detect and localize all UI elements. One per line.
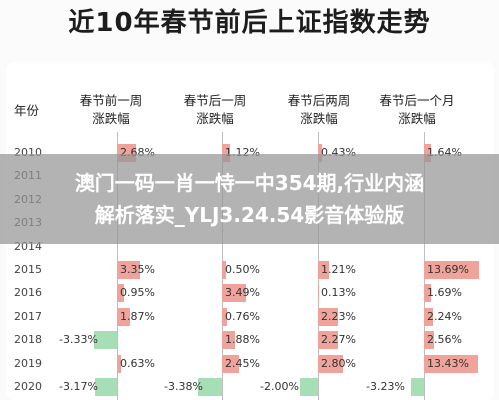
column-header-post-1m: 春节后一个月 涨跌幅 xyxy=(362,92,472,128)
value-bar xyxy=(318,144,322,162)
value-bar xyxy=(222,354,240,373)
value-label: 0.50% xyxy=(225,263,260,276)
value-label: -3.38% xyxy=(164,380,203,393)
value-label: 0.76% xyxy=(225,309,260,323)
column-header-line1: 春节后一个月 xyxy=(379,93,455,108)
value-bar xyxy=(117,261,141,279)
value-label: 0.63% xyxy=(120,356,155,370)
column-header-line2: 涨跌幅 xyxy=(92,111,130,126)
value-label: 1.21% xyxy=(321,263,356,276)
column-header-line1: 春节后一周 xyxy=(183,93,247,108)
column-header-line2: 涨跌幅 xyxy=(300,111,338,126)
watermark-overlay: 澳门一码一肖一恃一中354期,行业内涵 解析落实_YLJ3.24.54影音体验版 xyxy=(0,154,499,244)
value-label: 13.43% xyxy=(427,356,469,370)
value-bar xyxy=(318,331,339,350)
value-label: -3.23% xyxy=(366,380,405,393)
value-bar xyxy=(300,378,318,396)
value-label: 2.24% xyxy=(427,309,462,323)
value-bar xyxy=(424,144,431,162)
value-label: 1.69% xyxy=(427,286,462,300)
value-label: 2.27% xyxy=(321,333,356,347)
value-label: -3.33% xyxy=(59,333,98,347)
value-label: -3.17% xyxy=(59,380,98,393)
value-bar xyxy=(318,307,339,326)
value-bar xyxy=(93,331,117,350)
year-label: 2015 xyxy=(14,263,42,276)
year-label: 2019 xyxy=(14,356,42,370)
year-label: 2016 xyxy=(14,286,42,300)
value-label: 0.13% xyxy=(321,286,356,300)
column-header-post-2w: 春节后两周 涨跌幅 xyxy=(270,92,368,128)
value-bar xyxy=(318,261,329,279)
value-bar xyxy=(222,144,230,162)
value-label: 0.95% xyxy=(120,286,155,300)
value-bar xyxy=(222,284,247,303)
value-bar xyxy=(424,284,431,303)
value-bar xyxy=(318,284,320,303)
year-label: 2018 xyxy=(14,333,42,347)
value-bar xyxy=(424,307,433,326)
column-header-post-1w: 春节后一周 涨跌幅 xyxy=(166,92,264,128)
value-label: 2.80% xyxy=(321,356,356,370)
value-bar xyxy=(424,331,435,350)
column-header-line1: 春节前一周 xyxy=(79,93,143,108)
value-bar xyxy=(94,378,117,396)
value-bar xyxy=(222,331,236,350)
value-label: 13.69% xyxy=(427,263,469,276)
overlay-line-1: 澳门一码一肖一恃一中354期,行业内涵 xyxy=(74,171,425,195)
value-label: 2.23% xyxy=(321,309,356,323)
value-bar xyxy=(222,261,226,279)
value-bar xyxy=(117,307,131,326)
value-bar xyxy=(411,378,424,396)
value-bar xyxy=(222,307,228,326)
value-bar xyxy=(198,378,222,396)
column-header-line2: 涨跌幅 xyxy=(398,111,436,126)
value-label: -2.00% xyxy=(260,380,299,393)
value-label: 3.49% xyxy=(225,286,260,300)
column-header-line1: 春节后两周 xyxy=(287,93,351,108)
overlay-line-2: 解析落实_YLJ3.24.54影音体验版 xyxy=(94,203,405,227)
value-bar xyxy=(424,354,478,373)
column-header-line2: 涨跌幅 xyxy=(196,111,234,126)
year-column-header: 年份 xyxy=(14,103,40,118)
value-bar xyxy=(424,261,479,279)
chart-title: 近10年春节前后上证指数走势 xyxy=(68,8,431,38)
column-header-pre-1w: 春节前一周 涨跌幅 xyxy=(62,92,160,128)
value-label: 3.35% xyxy=(120,263,155,276)
value-bar xyxy=(117,284,124,303)
value-label: 1.87% xyxy=(120,309,155,323)
value-bar xyxy=(117,354,122,373)
year-label: 2017 xyxy=(14,309,42,323)
value-label: 1.88% xyxy=(225,333,260,347)
value-label: 2.45% xyxy=(225,356,260,370)
value-label: 2.56% xyxy=(427,333,462,347)
year-label: 2020 xyxy=(14,380,42,393)
value-bar xyxy=(318,354,344,373)
